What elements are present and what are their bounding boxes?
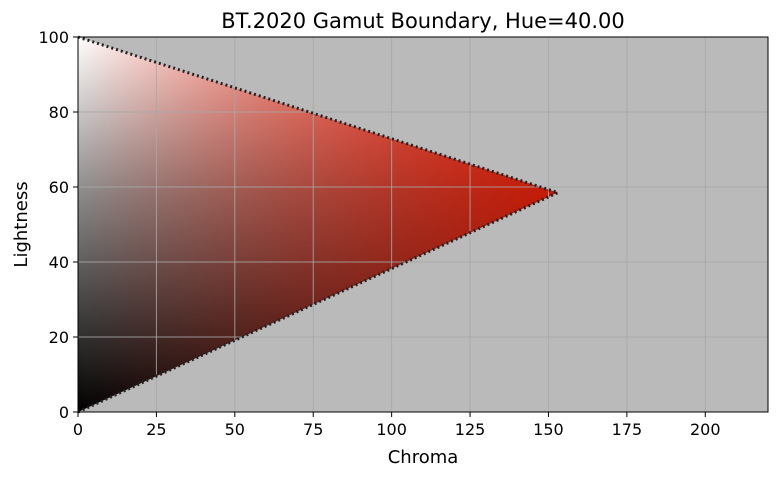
y-tick-label: 100 — [38, 28, 69, 47]
chart-title: BT.2020 Gamut Boundary, Hue=40.00 — [221, 9, 625, 33]
y-tick-label: 40 — [49, 253, 69, 272]
x-tick-label: 200 — [690, 420, 721, 439]
x-tick-label: 150 — [533, 420, 564, 439]
x-tick-label: 125 — [455, 420, 486, 439]
x-tick-label: 50 — [225, 420, 245, 439]
boundary-line — [77, 35, 562, 414]
x-axis-label: Chroma — [388, 447, 459, 468]
y-axis: 0 20 40 60 80 100 — [38, 28, 78, 422]
grid-lines — [78, 37, 768, 412]
x-tick-label: 100 — [376, 420, 407, 439]
plot-frame — [77, 36, 769, 413]
y-tick-label: 60 — [49, 178, 69, 197]
x-tick-label: 175 — [612, 420, 643, 439]
y-tick-label: 80 — [49, 103, 69, 122]
gamut-boundary — [77, 35, 562, 414]
gamut-region — [78, 37, 558, 412]
x-axis: 0 25 50 75 100 125 150 175 200 — [73, 412, 721, 439]
y-tick-label: 0 — [59, 403, 69, 422]
x-tick-label: 75 — [303, 420, 323, 439]
gamut-fill-tint — [78, 37, 558, 412]
y-axis-label: Lightness — [11, 181, 32, 267]
x-tick-label: 25 — [146, 420, 166, 439]
y-tick-label: 20 — [49, 328, 69, 347]
x-tick-label: 0 — [73, 420, 83, 439]
